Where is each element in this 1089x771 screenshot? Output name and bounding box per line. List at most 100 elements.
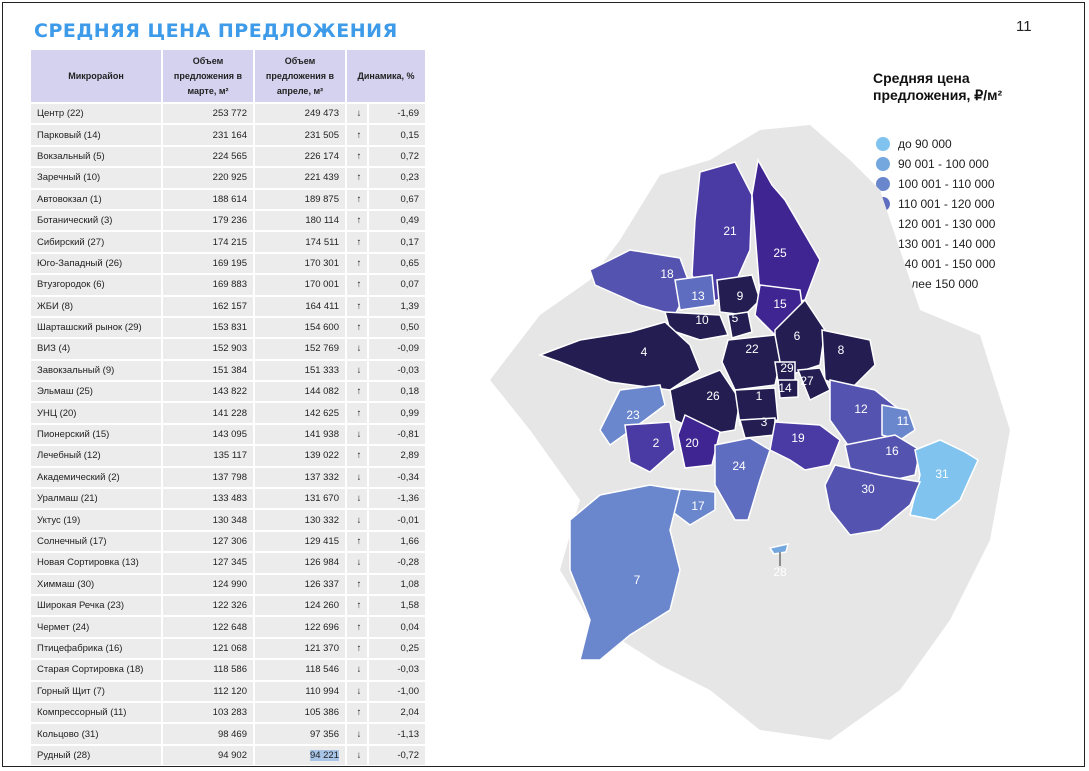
march-value: 122 648 [163,617,253,637]
march-value: 253 772 [163,104,253,124]
district-label-25: 25 [773,246,787,260]
table-row: Юго-Западный (26) 169 195 170 301 ↑ 0,65 [31,253,425,274]
dynamics-value: -1,00 [369,681,425,701]
table-row: Завокзальный (9) 151 384 151 333 ↓ -0,03 [31,360,425,381]
dynamics-value: 0,23 [369,168,425,188]
table-row: Новая Сортировка (13) 127 345 126 984 ↓ -0,2… [31,553,425,573]
table-row: Старая Сортировка (18) 118 586 118 546 ↓ -0,… [31,660,425,680]
district-label-16: 16 [885,444,899,458]
march-value: 121 068 [163,638,253,659]
april-value: 141 938 [255,424,345,445]
dynamics-arrow: ↑ [347,382,368,402]
dynamics-value: -1,13 [369,724,425,744]
table-row: Птицефабрика (16) 121 068 121 370 ↑ 0,25 [31,638,425,659]
district-label-17: 17 [691,499,705,513]
dynamics-value: 1,08 [369,574,425,594]
header-april: Объем предложения в апреле, м² [255,50,345,102]
april-value: 129 415 [255,531,345,552]
district-name: Ботанический (3) [31,210,161,231]
district-name: Кольцово (31) [31,724,161,744]
dynamics-arrow: ↓ [347,339,368,359]
district-name: Автовокзал (1) [31,189,161,209]
district-label-22: 22 [745,342,759,356]
table-row: ВИЗ (4) 152 903 152 769 ↓ -0,09 [31,339,425,359]
dynamics-arrow: ↓ [347,681,368,701]
march-value: 231 164 [163,125,253,145]
dynamics-arrow: ↓ [347,424,368,445]
district-14 [777,379,799,399]
dynamics-arrow: ↓ [347,553,368,573]
dynamics-value: 0,65 [369,253,425,274]
district-name: Эльмаш (25) [31,382,161,402]
district-name: Завокзальный (9) [31,360,161,381]
dynamics-arrow: ↑ [347,617,368,637]
district-11 [881,404,916,441]
april-value: 152 769 [255,339,345,359]
district-8 [821,329,876,391]
march-value: 143 095 [163,424,253,445]
district-label-15: 15 [773,297,787,311]
april-value: 110 994 [255,681,345,701]
table-row: Центр (22) 253 772 249 473 ↓ -1,69 [31,104,425,124]
march-value: 220 925 [163,168,253,188]
dynamics-value: 0,72 [369,146,425,167]
march-value: 127 306 [163,531,253,552]
district-name: Шарташский рынок (29) [31,317,161,338]
march-value: 98 469 [163,724,253,744]
table-row: Академический (2) 137 798 137 332 ↓ -0,34 [31,467,425,488]
district-label-14: 14 [778,381,792,395]
april-value: 131 670 [255,489,345,509]
district-name: Пионерский (15) [31,424,161,445]
dynamics-arrow: ↓ [347,467,368,488]
header-march: Объем предложения в марте, м² [163,50,253,102]
table-row: Пионерский (15) 143 095 141 938 ↓ -0,81 [31,424,425,445]
district-label-13: 13 [691,289,705,303]
district-13 [674,274,716,311]
dynamics-value: 1,66 [369,531,425,552]
dynamics-value: -1,69 [369,104,425,124]
district-label-9: 9 [737,289,744,303]
april-value: 154 600 [255,317,345,338]
district-name: Компрессорный (11) [31,702,161,723]
april-value: 231 505 [255,125,345,145]
district-name: Старая Сортировка (18) [31,660,161,680]
district-19 [769,421,841,471]
april-value: 151 333 [255,360,345,381]
district-7 [569,484,681,661]
district-label-5: 5 [732,311,739,325]
table-row: Химмаш (30) 124 990 126 337 ↑ 1,08 [31,574,425,594]
district-30 [824,464,922,536]
april-value: 144 082 [255,382,345,402]
table-row: Солнечный (17) 127 306 129 415 ↑ 1,66 [31,531,425,552]
district-name: Рудный (28) [31,745,161,766]
dynamics-arrow: ↑ [347,210,368,231]
dynamics-arrow: ↑ [347,702,368,723]
district-name: Вокзальный (5) [31,146,161,167]
march-value: 224 565 [163,146,253,167]
district-4 [537,321,701,391]
district-label-6: 6 [794,329,801,343]
dynamics-value: -0,09 [369,339,425,359]
dynamics-value: -0,03 [369,660,425,680]
district-name: Втузгородок (6) [31,275,161,295]
table-row: Втузгородок (6) 169 883 170 001 ↑ 0,07 [31,275,425,295]
march-value: 94 902 [163,745,253,766]
district-name: Птицефабрика (16) [31,638,161,659]
march-value: 174 215 [163,232,253,252]
dynamics-arrow: ↑ [347,125,368,145]
table-row: ЖБИ (8) 162 157 164 411 ↑ 1,39 [31,296,425,316]
march-value: 188 614 [163,189,253,209]
district-name: Чермет (24) [31,617,161,637]
dynamics-arrow: ↓ [347,104,368,124]
march-value: 179 236 [163,210,253,231]
dynamics-value: -1,36 [369,489,425,509]
march-value: 122 326 [163,595,253,616]
page-title: СРЕДНЯЯ ЦЕНА ПРЕДЛОЖЕНИЯ [34,20,398,42]
district-label-26: 26 [706,389,720,403]
march-value: 127 345 [163,553,253,573]
dynamics-value: -0,72 [369,745,425,766]
april-value: 174 511 [255,232,345,252]
march-value: 112 120 [163,681,253,701]
march-value: 153 831 [163,317,253,338]
